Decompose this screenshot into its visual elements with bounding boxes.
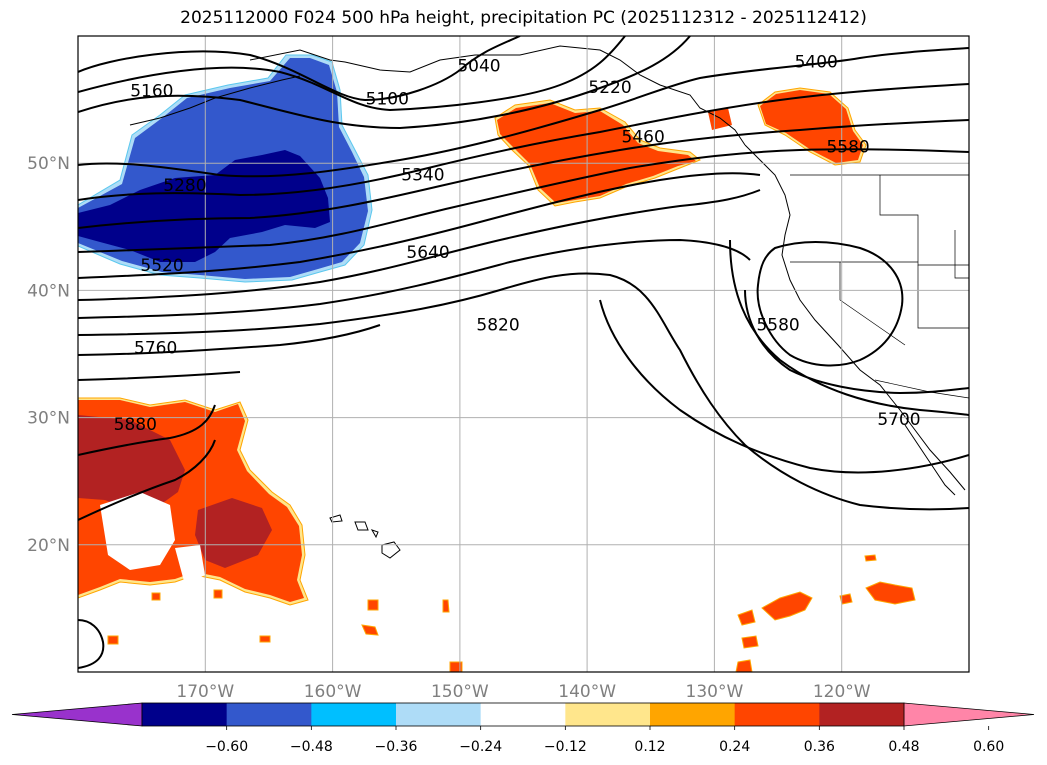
- contour-label: 5220: [588, 78, 631, 98]
- colorbar-tick-label: −0.12: [544, 739, 587, 755]
- colorbar-segment: [734, 703, 820, 726]
- colorbar-tick-label: −0.36: [375, 739, 418, 755]
- colorbar-segment: [480, 703, 566, 726]
- contour-label: 5880: [114, 415, 157, 435]
- contour-label: 5340: [401, 166, 444, 186]
- contour-label: 5460: [622, 127, 665, 147]
- longitude-labels: 170°W 160°W 150°W 140°W 130°W 120°W: [176, 682, 870, 702]
- map-area: 5160 5040 5100 5220 5400 5460 5580 5280 5340 5520…: [78, 36, 969, 672]
- precip-positive-bc: [760, 90, 863, 163]
- contour-label: 5280: [163, 176, 206, 196]
- contour-label: 5820: [476, 316, 519, 336]
- height-contours: [78, 36, 969, 669]
- colorbar-segment: [819, 703, 905, 726]
- contour-labels: 5160 5040 5100 5220 5400 5460 5580 5280 5340 5520…: [114, 52, 921, 435]
- precip-positive-main: [497, 103, 696, 203]
- map-frame: [77, 35, 970, 673]
- colorbar-segment: [650, 703, 736, 726]
- lat-tick-label: 30°N: [27, 409, 70, 429]
- precip-negative-dark: [78, 150, 330, 262]
- colorbar-segment: [142, 703, 228, 726]
- colorbar-tick-label: −0.48: [290, 739, 333, 755]
- lon-tick-label: 140°W: [558, 682, 616, 702]
- graticule: [78, 36, 969, 672]
- colorbar-extend-low: [11, 702, 143, 727]
- contour-label: 5580: [826, 138, 869, 158]
- lon-tick-label: 170°W: [176, 682, 234, 702]
- contour-label: 5100: [366, 89, 409, 109]
- contour-label: 5640: [406, 243, 449, 263]
- contour-label: 5700: [877, 410, 920, 430]
- colorbar-tick-label: −0.24: [459, 739, 502, 755]
- colorbar-tick-label: 0.48: [888, 739, 919, 755]
- colorbar-segment: [226, 703, 312, 726]
- colorbar-outline: [141, 702, 905, 727]
- lat-tick-label: 40°N: [27, 281, 70, 301]
- map-title: 2025112000 F024 500 hPa height, precipit…: [180, 8, 867, 28]
- colorbar-segment: [396, 703, 482, 726]
- contour-label: 5040: [457, 56, 500, 76]
- lat-tick-label: 50°N: [27, 154, 70, 174]
- colorbar-tick-label: 0.24: [719, 739, 750, 755]
- colorbar-segment: [311, 703, 397, 726]
- colorbar-tick-label: 0.36: [804, 739, 835, 755]
- contour-label: 5580: [756, 316, 799, 336]
- colorbar-segment: [565, 703, 651, 726]
- contour-label: 5160: [130, 82, 173, 102]
- colorbar-extend-high: [903, 702, 1035, 727]
- colorbar-tick-label: 0.60: [973, 739, 1004, 755]
- lon-tick-label: 120°W: [813, 682, 871, 702]
- contour-label: 5520: [140, 256, 183, 276]
- lon-tick-label: 150°W: [431, 682, 489, 702]
- colorbar-tick-label: −0.60: [205, 739, 248, 755]
- latitude-labels: 20°N 30°N 40°N 50°N: [27, 154, 70, 556]
- lon-tick-label: 130°W: [686, 682, 744, 702]
- contour-label: 5400: [795, 52, 838, 72]
- lat-tick-label: 20°N: [27, 536, 70, 556]
- colorbar: −0.60 −0.48 −0.36 −0.24 −0.12 0.12 0.24 0.36 0.4…: [11, 702, 1035, 755]
- contour-label: 5760: [134, 339, 177, 359]
- colorbar-tick-label: 0.12: [634, 739, 665, 755]
- lon-tick-label: 160°W: [304, 682, 362, 702]
